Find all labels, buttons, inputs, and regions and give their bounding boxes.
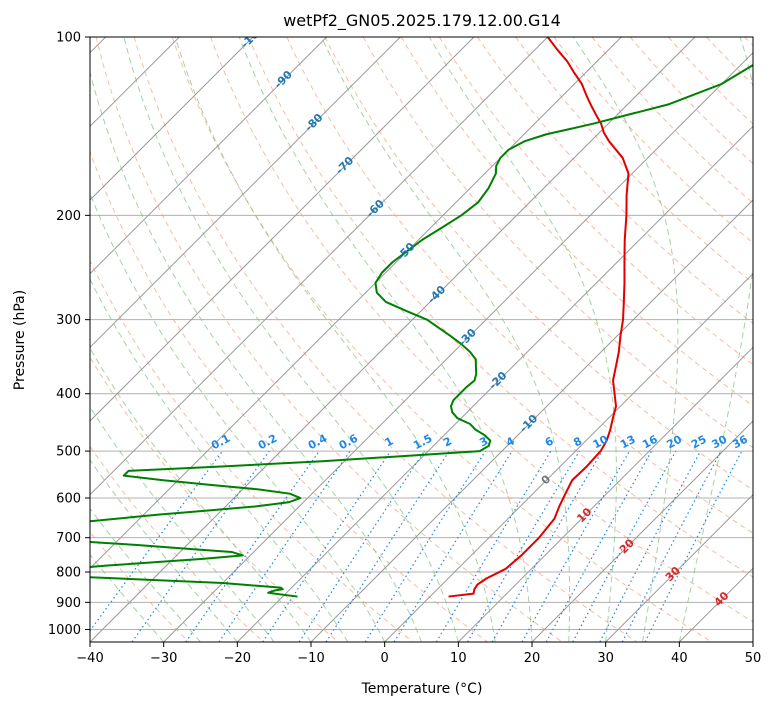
- x-axis: −40 −30 −20 −10 0 10 20 30 40 50: [76, 642, 761, 666]
- isotherm-line: [90, 37, 549, 496]
- moist-adiabat-line: [428, 37, 617, 642]
- dry-adiabat-line: [210, 37, 753, 623]
- isotherm-line: [90, 37, 254, 201]
- isotherm-line: [310, 199, 753, 642]
- mixing-ratio-line: [364, 450, 486, 642]
- mixing-ratio-line: [435, 450, 552, 642]
- moist-adiabat-line: [90, 192, 386, 642]
- dry-adiabat-line: [90, 445, 264, 642]
- mixing-ratio-label: 16: [640, 433, 660, 452]
- moist-adiabat-line: [90, 507, 201, 642]
- mixing-ratio-line: [218, 450, 351, 642]
- dry-adiabat-line: [133, 37, 638, 642]
- isotherm-line: [90, 37, 328, 275]
- chart-title: wetPf2_GN05.2025.179.12.00.G14: [283, 11, 561, 31]
- isotherm-line: [90, 37, 401, 349]
- mixing-ratio-line: [185, 450, 320, 642]
- x-tick-label: 50: [745, 651, 762, 666]
- y-tick-label: 700: [56, 531, 81, 546]
- y-tick-label: 400: [56, 387, 81, 402]
- mixing-ratio-line: [298, 450, 425, 642]
- moist-adiabat-line: [238, 37, 533, 642]
- moist-adiabat-line: [174, 37, 496, 642]
- isotherm-line: [163, 51, 753, 642]
- x-tick-label: 20: [524, 651, 541, 666]
- temperature-line: [448, 37, 630, 598]
- isotherm-line: [457, 346, 753, 642]
- plot-frame: [89, 36, 754, 643]
- isotherm-line: [90, 37, 622, 570]
- mixing-ratio-line: [393, 450, 513, 642]
- mixing-ratio-line: [599, 450, 702, 642]
- dry-adiabat-line: [90, 150, 488, 642]
- moist-adiabat-line: [90, 70, 422, 642]
- mixing-ratio-label: 13: [618, 433, 638, 452]
- moist-adiabat-line: [90, 406, 275, 642]
- y-tick-label: 300: [56, 313, 81, 328]
- dry-adiabat-line: [248, 37, 753, 578]
- mixing-ratio-label: 30: [710, 433, 730, 452]
- mixing-ratio-line: [325, 450, 450, 642]
- isotherm-line: [90, 37, 696, 642]
- y-tick-label: 1000: [48, 623, 81, 638]
- y-axis-title: Pressure (hPa): [12, 290, 28, 390]
- x-tick-label: 0: [381, 651, 389, 666]
- y-tick-label: 900: [56, 596, 81, 611]
- moist-adiabat-line: [90, 459, 238, 642]
- mixing-ratio-label: 25: [689, 433, 709, 452]
- x-tick-label: 30: [597, 651, 614, 666]
- dry-adiabat-line: [362, 37, 753, 449]
- mixing-ratio-label: 10: [591, 433, 611, 452]
- isotherm-line: [384, 272, 753, 642]
- mixing-ratio-line: [131, 450, 270, 642]
- moist-adiabat-line: [123, 37, 459, 642]
- x-tick-label: −10: [297, 651, 324, 666]
- isotherm-line: [236, 125, 753, 642]
- isotherm-line: [531, 420, 753, 642]
- moist-adiabat-line: [90, 553, 165, 642]
- dry-adiabat-line: [95, 37, 563, 642]
- x-tick-label: 10: [450, 651, 467, 666]
- isotherm-line: [605, 493, 753, 642]
- moist-adiabat-line: [572, 37, 679, 642]
- mixing-ratio-line: [572, 450, 677, 642]
- x-tick-label: −20: [224, 651, 251, 666]
- y-tick-label: 500: [56, 445, 81, 460]
- dry-adiabat-line: [324, 37, 753, 491]
- plot-area: [90, 37, 753, 642]
- y-axis: 100 200 300 400 500 600 700 800 900 1000: [48, 31, 90, 638]
- x-axis-title: Temperature (°C): [361, 681, 483, 697]
- moist-adiabat-line: [678, 37, 753, 642]
- x-tick-label: −30: [150, 651, 177, 666]
- x-tick-label: 40: [671, 651, 688, 666]
- y-tick-label: 800: [56, 566, 81, 581]
- dewpoint-line: [90, 63, 753, 598]
- isotherm-line: [90, 37, 475, 422]
- mixing-ratio-label: 20: [664, 433, 684, 452]
- y-tick-label: 200: [56, 209, 81, 224]
- x-tick-label: −40: [76, 651, 103, 666]
- y-tick-label: 600: [56, 492, 81, 507]
- mixing-ratio-label: 36: [730, 433, 750, 452]
- moist-adiabat-line: [320, 37, 571, 642]
- dry-adiabat-line: [400, 37, 753, 407]
- mixing-ratio-line: [262, 450, 392, 642]
- y-tick-label: 100: [56, 31, 81, 46]
